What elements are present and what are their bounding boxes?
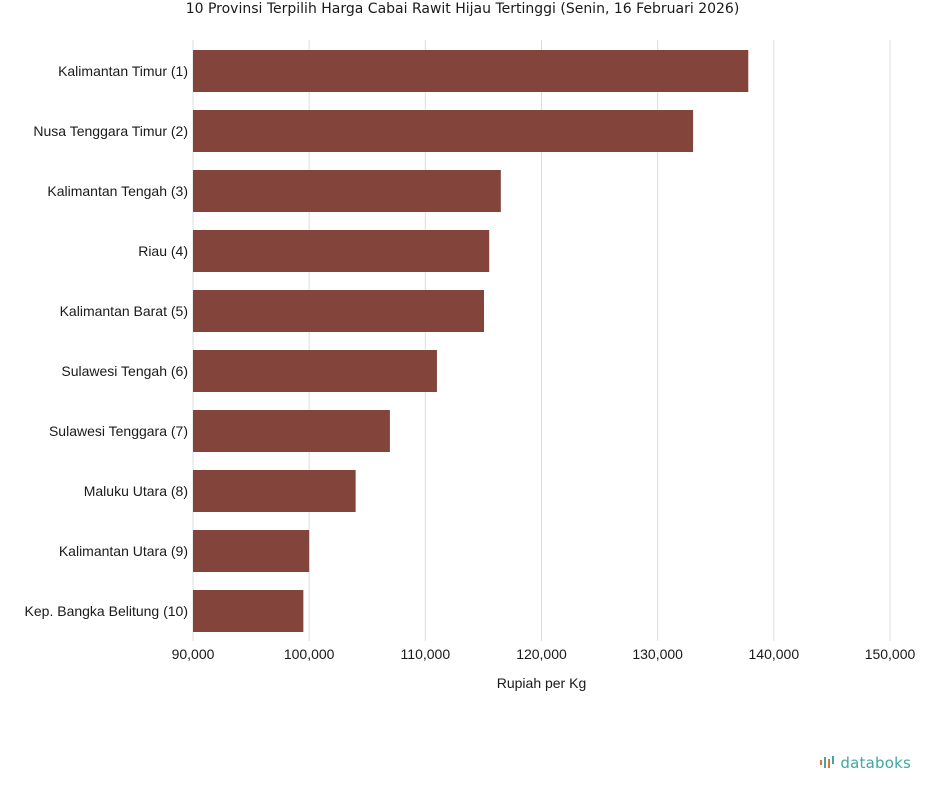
x-tick-label: 100,000 bbox=[284, 646, 335, 662]
category-label: Sulawesi Tengah (6) bbox=[61, 363, 188, 379]
bar bbox=[193, 50, 749, 92]
brand-name: databoks bbox=[840, 754, 911, 772]
x-tick-label: 150,000 bbox=[865, 646, 916, 662]
bar bbox=[193, 110, 694, 152]
bar bbox=[193, 170, 501, 212]
bar bbox=[193, 290, 484, 332]
category-label: Kalimantan Barat (5) bbox=[60, 303, 188, 319]
bar bbox=[193, 530, 310, 572]
category-label: Nusa Tenggara Timur (2) bbox=[33, 123, 188, 139]
x-tick-label: 120,000 bbox=[516, 646, 567, 662]
category-label: Kalimantan Tengah (3) bbox=[47, 183, 188, 199]
x-tick-label: 140,000 bbox=[749, 646, 800, 662]
bars bbox=[193, 50, 749, 632]
x-tick-labels: 90,000 100,000 110,000 120,000 130,000 140,00… bbox=[172, 646, 916, 662]
x-tick-label: 130,000 bbox=[632, 646, 683, 662]
category-label: Kep. Bangka Belitung (10) bbox=[25, 603, 188, 619]
chart-title: 10 Provinsi Terpilih Harga Cabai Rawit H… bbox=[185, 1, 740, 17]
bar bbox=[193, 350, 437, 392]
category-labels: Kalimantan Timur (1) Nusa Tenggara Timur … bbox=[25, 63, 188, 619]
x-axis-title: Rupiah per Kg bbox=[497, 675, 587, 691]
category-label: Maluku Utara (8) bbox=[84, 483, 188, 499]
category-label: Sulawesi Tenggara (7) bbox=[49, 423, 188, 439]
databoks-logo-icon bbox=[820, 756, 835, 768]
category-label: Kalimantan Timur (1) bbox=[58, 63, 188, 79]
brand-logo: databoks bbox=[819, 754, 911, 772]
category-label: Kalimantan Utara (9) bbox=[59, 543, 188, 559]
x-tick-label: 110,000 bbox=[401, 646, 451, 662]
bar bbox=[193, 590, 304, 632]
bar bbox=[193, 410, 390, 452]
bar bbox=[193, 470, 356, 512]
bar bbox=[193, 230, 490, 272]
x-tick-label: 90,000 bbox=[172, 646, 215, 662]
category-label: Riau (4) bbox=[138, 243, 188, 259]
